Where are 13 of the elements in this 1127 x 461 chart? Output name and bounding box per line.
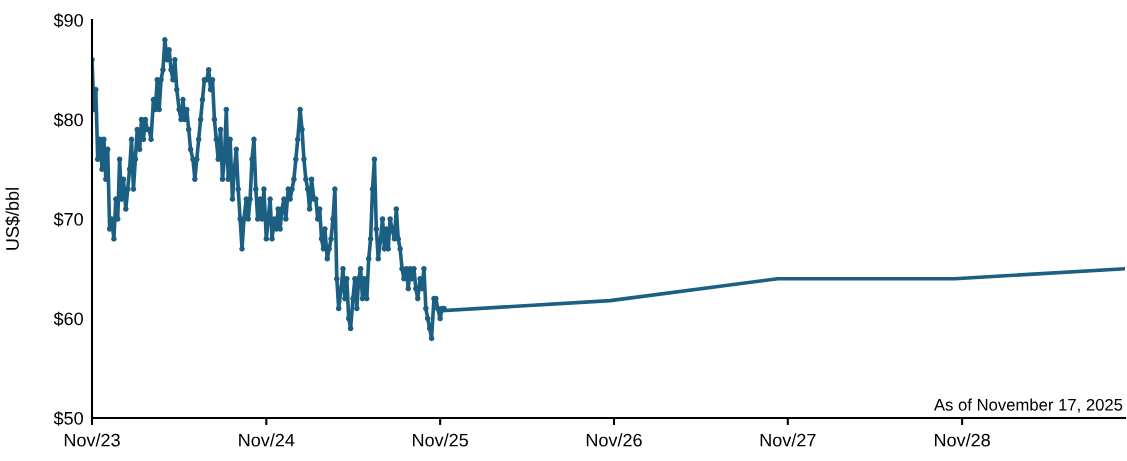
y-tick-label: $80 xyxy=(53,112,83,128)
y-tick-label: $50 xyxy=(53,411,83,426)
y-tick-label: $60 xyxy=(53,311,83,327)
x-tick-label: Nov/27 xyxy=(760,433,816,447)
x-tick-label: Nov/24 xyxy=(239,433,295,447)
x-tick-label: Nov/28 xyxy=(935,433,990,447)
x-tick-label: Nov/25 xyxy=(413,433,468,447)
annotation: As of November 17, 2025 xyxy=(933,398,1123,413)
y-axis-title: US$/bbl xyxy=(5,188,20,250)
x-tick-label: Nov/23 xyxy=(64,433,120,447)
y-tick-label: $90 xyxy=(53,13,83,28)
y-tick-label: $70 xyxy=(53,212,83,227)
x-tick-label: Nov/26 xyxy=(586,433,642,447)
